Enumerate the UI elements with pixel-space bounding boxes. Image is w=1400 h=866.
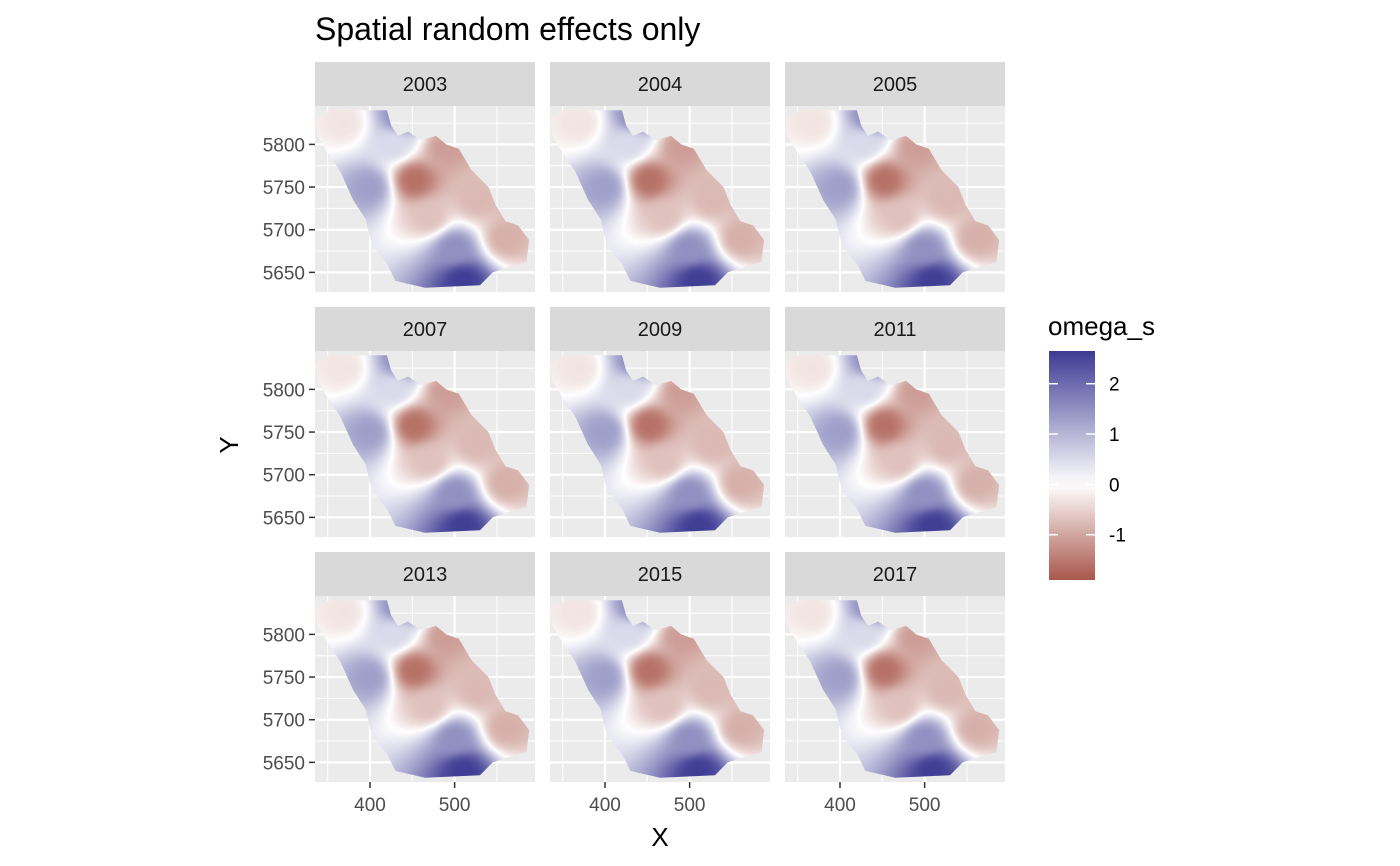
legend-tick-label: -1 [1109, 526, 1126, 547]
x-tick-label: 500 [674, 795, 706, 816]
y-tick-label: 5700 [263, 221, 305, 242]
y-tick-label: 5800 [263, 135, 305, 156]
x-tick-label: 500 [909, 795, 941, 816]
y-tick-label: 5800 [263, 380, 305, 401]
facet-strip-label: 2009 [638, 319, 683, 341]
facet-strip [550, 62, 770, 106]
legend-colorbar [1049, 351, 1095, 580]
y-tick-label: 5650 [263, 753, 305, 774]
legend-tick-label: 2 [1109, 375, 1120, 396]
legend-tick-label: 1 [1109, 425, 1120, 446]
facet-strip-label: 2005 [873, 74, 918, 96]
x-tick-label: 400 [824, 795, 856, 816]
facet-strip [315, 62, 535, 106]
x-tick-label: 500 [439, 795, 471, 816]
chart-title: Spatial random effects only [315, 11, 700, 47]
y-axis-label: Y [214, 436, 244, 453]
y-tick-label: 5800 [263, 625, 305, 646]
y-tick-label: 5750 [263, 178, 305, 199]
facet-panel-2015: 2015 [550, 552, 770, 782]
facet-strip-label: 2017 [873, 564, 918, 586]
facet-panel-2009: 2009 [550, 307, 770, 537]
y-tick-label: 5700 [263, 711, 305, 732]
facet-strip [315, 552, 535, 596]
y-tick-label: 5750 [263, 668, 305, 689]
facet-panel-2004: 2004 [550, 62, 770, 292]
x-tick-label: 400 [354, 795, 386, 816]
facet-strip [550, 552, 770, 596]
facet-panel-2017: 2017 [785, 552, 1005, 782]
legend: omega_s 2 1 0 -1 [1048, 311, 1155, 580]
facet-panels: 2003 2004 2005 2007 2009 2011 2013 2015 2017 [315, 62, 1005, 782]
y-tick-label: 5650 [263, 508, 305, 529]
legend-tick-label: 0 [1109, 475, 1120, 496]
y-tick-label: 5750 [263, 423, 305, 444]
facet-panel-2007: 2007 [315, 307, 535, 537]
x-axis-label: X [651, 822, 668, 852]
facet-strip-label: 2011 [873, 319, 916, 341]
facet-panel-2011: 2011 [785, 307, 1005, 537]
y-tick-label: 5650 [263, 263, 305, 284]
facet-strip-label: 2007 [403, 319, 448, 341]
x-tick-label: 400 [589, 795, 621, 816]
axes: 5650 5700 5750 5800 5650 5700 5750 5800 5650 5700… [263, 135, 941, 816]
facet-strip-label: 2004 [638, 74, 683, 96]
facet-panel-2003: 2003 [315, 62, 535, 292]
y-tick-label: 5700 [263, 466, 305, 487]
facet-panel-2013: 2013 [315, 552, 535, 782]
facet-strip-label: 2015 [638, 564, 683, 586]
facet-strip-label: 2013 [403, 564, 448, 586]
facet-strip-label: 2003 [403, 74, 448, 96]
facet-strip [785, 62, 1005, 106]
facet-strip [315, 307, 535, 351]
legend-title: omega_s [1048, 311, 1155, 341]
facet-strip [785, 552, 1005, 596]
facet-panel-2005: 2005 [785, 62, 1005, 292]
facet-strip [785, 307, 1005, 351]
facet-strip [550, 307, 770, 351]
